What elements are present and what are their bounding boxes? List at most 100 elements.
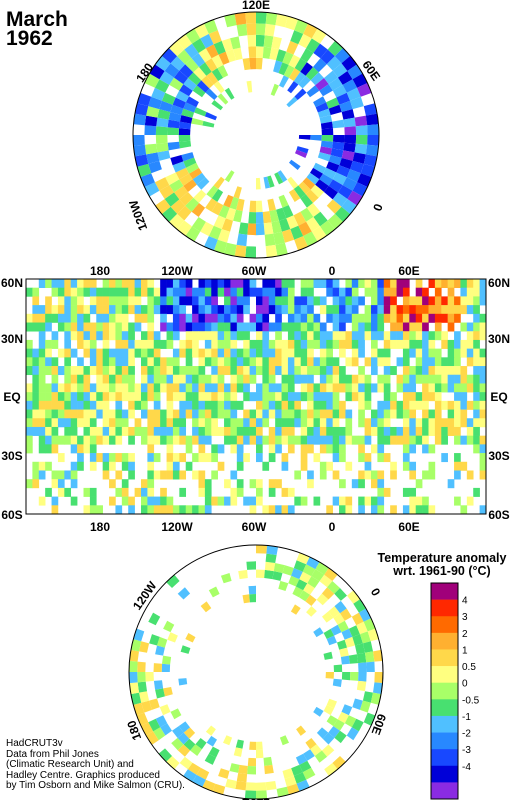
anomaly-cell	[224, 279, 231, 288]
anomaly-cell	[221, 218, 233, 232]
anomaly-cell	[364, 496, 372, 506]
anomaly-cell	[155, 688, 165, 699]
anomaly-cell	[102, 339, 110, 349]
anomaly-cell	[454, 357, 461, 367]
anomaly-cell	[144, 115, 158, 127]
anomaly-cell	[172, 287, 180, 297]
anomaly-cell	[460, 287, 468, 297]
anomaly-cell	[96, 331, 103, 341]
anomaly-cell	[275, 357, 282, 367]
anomaly-cell	[77, 366, 84, 376]
anomaly-cell	[153, 339, 161, 349]
anomaly-cell	[141, 357, 148, 367]
anomaly-cell	[83, 339, 91, 349]
anomaly-cell	[64, 331, 72, 341]
anomaly-cell	[185, 444, 193, 454]
anomaly-cell	[346, 87, 361, 101]
anomaly-cell	[102, 305, 110, 315]
anomaly-cell	[422, 357, 429, 367]
anomaly-cell	[330, 624, 342, 636]
anomaly-cell	[157, 150, 171, 161]
anomaly-cell	[137, 92, 152, 107]
anomaly-cell	[326, 383, 333, 393]
anomaly-cell	[170, 56, 186, 71]
anomaly-cell	[247, 766, 256, 775]
anomaly-cell	[353, 599, 366, 613]
anomaly-cell	[287, 435, 295, 445]
anomaly-cell	[205, 58, 218, 72]
anomaly-cell	[236, 233, 248, 247]
anomaly-cell	[178, 721, 190, 733]
anomaly-cell	[256, 357, 263, 367]
anomaly-cell	[409, 409, 417, 419]
anomaly-cell	[303, 231, 318, 247]
anomaly-cell	[265, 244, 278, 258]
anomaly-cell	[434, 418, 442, 428]
anomaly-cell	[345, 279, 353, 288]
anomaly-cell	[243, 426, 250, 436]
anomaly-cell	[211, 279, 218, 288]
anomaly-cell	[466, 305, 474, 315]
anomaly-cell	[466, 357, 474, 367]
anomaly-cell	[267, 198, 276, 212]
anomaly-cell	[243, 453, 250, 463]
anomaly-cell	[179, 279, 187, 288]
anomaly-cell	[166, 296, 174, 306]
anomaly-cell	[383, 383, 391, 393]
anomaly-cell	[274, 172, 284, 185]
anomaly-cell	[390, 279, 397, 288]
anomaly-cell	[357, 83, 372, 97]
anomaly-cell	[77, 305, 84, 315]
anomaly-cell	[275, 322, 282, 332]
anomaly-cell	[236, 348, 244, 358]
anomaly-cell	[102, 383, 110, 393]
anomaly-cell	[300, 444, 308, 454]
anomaly-cell	[390, 505, 397, 515]
anomaly-cell	[45, 279, 52, 288]
anomaly-cell	[198, 357, 206, 367]
anomaly-cell	[109, 418, 116, 428]
anomaly-cell	[454, 348, 461, 358]
anomaly-cell	[351, 322, 359, 332]
anomaly-cell	[204, 400, 212, 410]
anomaly-cell	[347, 590, 360, 604]
anomaly-cell	[57, 418, 65, 428]
anomaly-cell	[160, 383, 167, 393]
anomaly-cell	[356, 621, 368, 635]
anomaly-cell	[128, 296, 135, 306]
anomaly-cell	[428, 392, 436, 402]
anomaly-cell	[51, 392, 59, 402]
anomaly-cell	[147, 435, 155, 445]
anomaly-cell	[332, 470, 340, 480]
anomaly-cell	[256, 790, 268, 799]
anomaly-cell	[206, 185, 219, 199]
anomaly-cell	[115, 400, 123, 410]
anomaly-cell	[268, 435, 276, 445]
anomaly-cell	[204, 322, 212, 332]
anomaly-cell	[45, 322, 52, 332]
anomaly-cell	[153, 331, 161, 341]
anomaly-cell	[198, 453, 206, 463]
anomaly-cell	[332, 322, 340, 332]
anomaly-cell	[192, 374, 199, 384]
anomaly-cell	[415, 305, 423, 315]
anomaly-cell	[262, 296, 270, 306]
anomaly-cell	[319, 383, 327, 393]
anomaly-cell	[96, 409, 103, 419]
legend-swatch	[431, 682, 458, 700]
anomaly-cell	[268, 479, 276, 489]
anomaly-cell	[26, 366, 33, 376]
anomaly-cell	[144, 182, 160, 197]
anomaly-cell	[323, 628, 335, 639]
anomaly-cell	[64, 322, 72, 332]
anomaly-cell	[307, 374, 314, 384]
anomaly-cell	[64, 392, 72, 402]
anomaly-cell	[266, 545, 279, 555]
anomaly-cell	[298, 135, 311, 140]
anomaly-cell	[211, 366, 218, 376]
anomaly-cell	[315, 562, 329, 575]
anomaly-cell	[77, 313, 84, 323]
anomaly-cell	[454, 453, 461, 463]
anomaly-cell	[460, 383, 468, 393]
